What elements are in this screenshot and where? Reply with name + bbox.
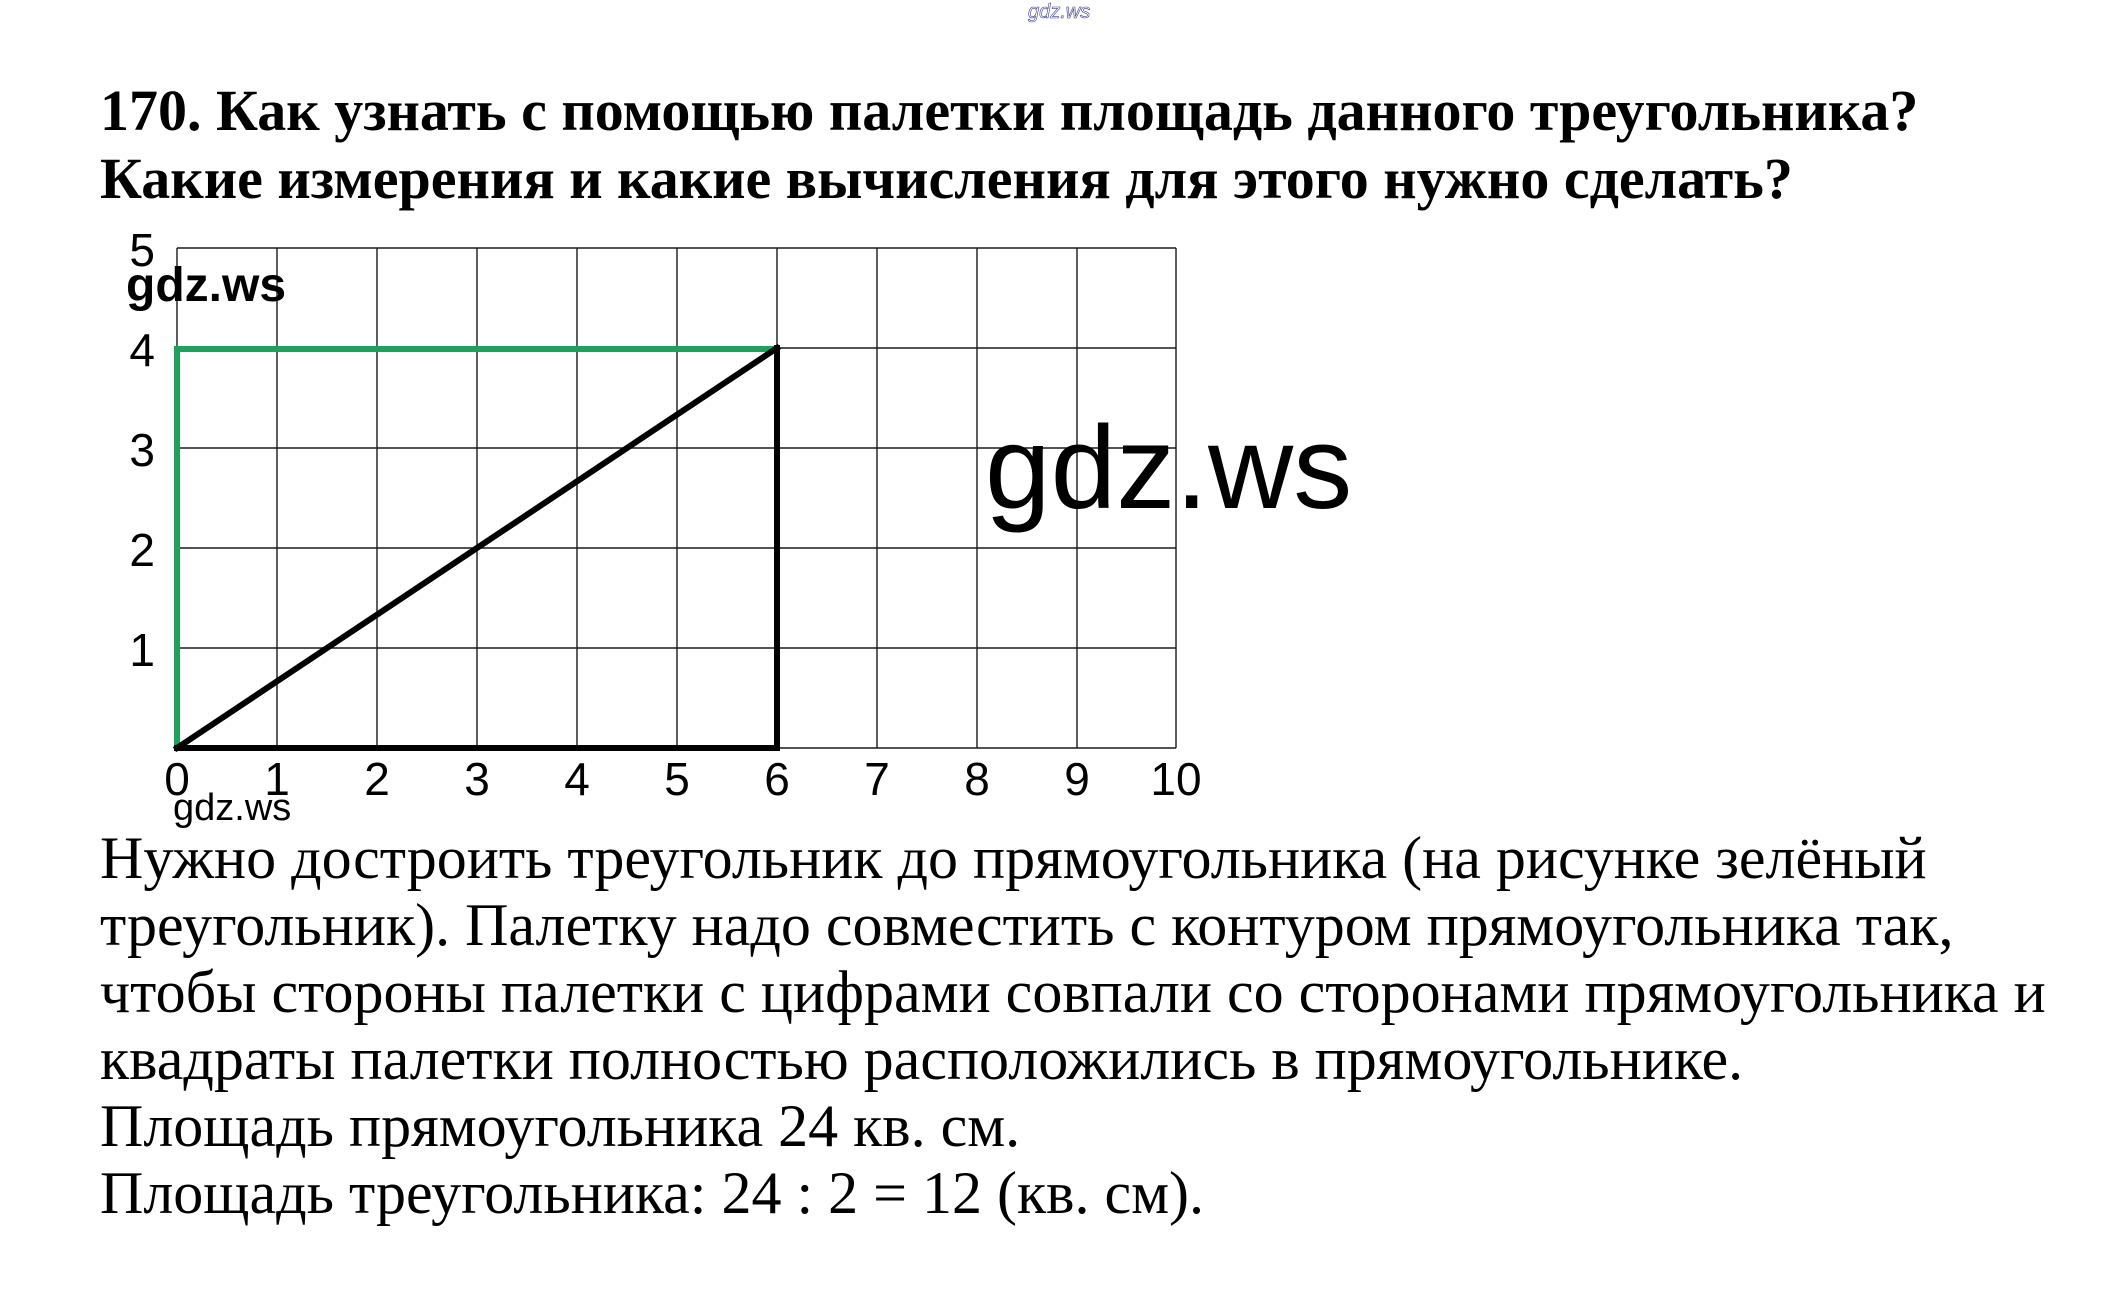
svg-text:10: 10 xyxy=(1150,753,1201,805)
svg-text:8: 8 xyxy=(964,753,990,805)
svg-text:1: 1 xyxy=(129,624,155,676)
svg-text:5: 5 xyxy=(664,753,690,805)
svg-text:3: 3 xyxy=(129,424,155,476)
svg-text:6: 6 xyxy=(764,753,790,805)
svg-text:9: 9 xyxy=(1064,753,1090,805)
svg-text:2: 2 xyxy=(129,524,155,576)
svg-text:3: 3 xyxy=(464,753,490,805)
svg-text:7: 7 xyxy=(864,753,890,805)
svg-text:4: 4 xyxy=(129,324,155,376)
svg-text:4: 4 xyxy=(564,753,590,805)
svg-text:2: 2 xyxy=(364,753,390,805)
